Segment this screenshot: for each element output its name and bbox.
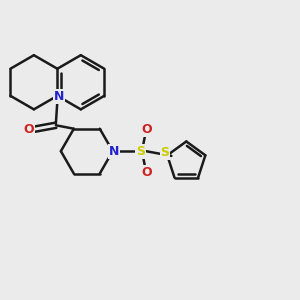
Text: N: N [109,145,119,158]
Text: S: S [136,145,145,158]
Text: S: S [160,146,169,159]
Text: O: O [23,123,34,136]
Text: O: O [141,124,152,136]
Text: N: N [54,90,64,103]
Text: O: O [141,166,152,179]
